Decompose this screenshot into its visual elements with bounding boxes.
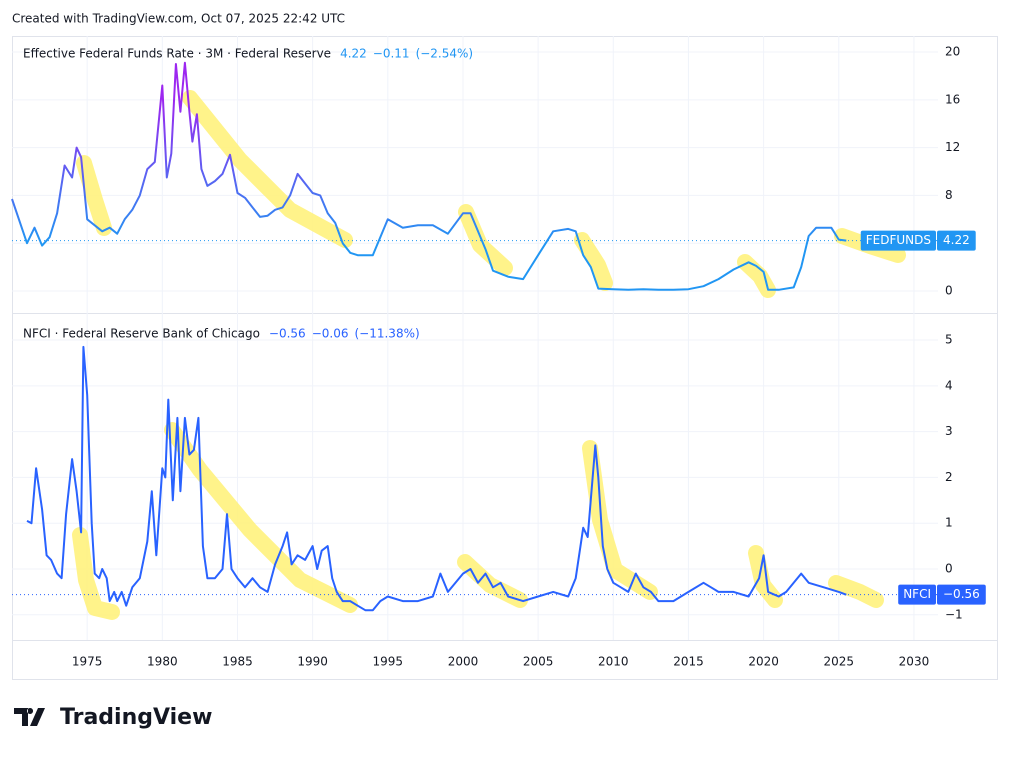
series-tag bbox=[860, 230, 936, 251]
x-tick-label: 2015 bbox=[673, 655, 704, 669]
highlight bbox=[457, 554, 528, 608]
x-tick-label: 2010 bbox=[598, 655, 629, 669]
frame bbox=[12, 36, 998, 680]
grid bbox=[12, 51, 938, 292]
logo-mark bbox=[14, 708, 45, 726]
last-value-label: 4.22 bbox=[943, 233, 970, 247]
highlight bbox=[737, 254, 776, 298]
attribution: Created with TradingView.com, Oct 07, 20… bbox=[12, 12, 345, 26]
data-line bbox=[26, 345, 847, 612]
series-tag bbox=[898, 584, 936, 605]
legend-title: NFCI · Federal Reserve Bank of Chicago bbox=[23, 327, 260, 341]
series-tag-label: NFCI bbox=[903, 587, 931, 601]
legend-value: −0.11 bbox=[373, 47, 410, 61]
legend-value: −0.06 bbox=[312, 327, 349, 341]
x-tick-label: 2030 bbox=[899, 655, 930, 669]
last-value-tag bbox=[937, 584, 986, 605]
series-tag-label: FEDFUNDS bbox=[866, 233, 931, 247]
legend-title: Effective Federal Funds Rate · 3M · Fede… bbox=[23, 47, 331, 61]
highlight bbox=[182, 90, 353, 248]
brand-name: TradingView bbox=[60, 705, 212, 730]
x-tick-label: 2005 bbox=[523, 655, 554, 669]
x-tick-label: 1990 bbox=[297, 655, 328, 669]
last-value-tag bbox=[937, 230, 976, 251]
x-tick-label: 1985 bbox=[222, 655, 253, 669]
highlight bbox=[164, 422, 358, 613]
y-tick-label: −1 bbox=[945, 607, 963, 621]
x-tick-label: 2000 bbox=[448, 655, 479, 669]
y-tick-label: 4 bbox=[945, 378, 953, 392]
brand-logo: TradingView bbox=[14, 705, 212, 730]
data-line bbox=[11, 61, 847, 291]
highlight bbox=[76, 155, 112, 236]
highlights bbox=[72, 90, 906, 620]
last-value-label: −0.56 bbox=[943, 587, 980, 601]
highlight bbox=[72, 527, 120, 620]
y-tick-label: 16 bbox=[945, 92, 960, 106]
y-tick-label: 1 bbox=[945, 516, 953, 530]
highlight bbox=[748, 545, 783, 608]
y-tick-label: 0 bbox=[945, 562, 953, 576]
x-tick-label: 2020 bbox=[748, 655, 779, 669]
x-tick-label: 1975 bbox=[72, 655, 103, 669]
highlight bbox=[828, 575, 884, 608]
legend-value: −0.56 bbox=[269, 327, 306, 341]
y-tick-label: 8 bbox=[945, 188, 953, 202]
y-tick-label: 0 bbox=[945, 284, 953, 298]
y-tick-label: 5 bbox=[945, 333, 953, 347]
y-tick-label: 12 bbox=[945, 140, 960, 154]
x-tick-label: 1995 bbox=[373, 655, 404, 669]
legend-value: (−2.54%) bbox=[416, 47, 474, 61]
legend-value: 4.22 bbox=[340, 47, 367, 61]
highlight bbox=[582, 440, 658, 600]
legend-value: (−11.38%) bbox=[354, 327, 419, 341]
y-tick-label: 20 bbox=[945, 45, 960, 59]
y-tick-label: 2 bbox=[945, 470, 953, 484]
highlight bbox=[458, 204, 513, 276]
y-tick-label: 3 bbox=[945, 424, 953, 438]
x-tick-label: 1980 bbox=[147, 655, 178, 669]
x-tick-label: 2025 bbox=[824, 655, 855, 669]
highlight bbox=[574, 232, 613, 291]
